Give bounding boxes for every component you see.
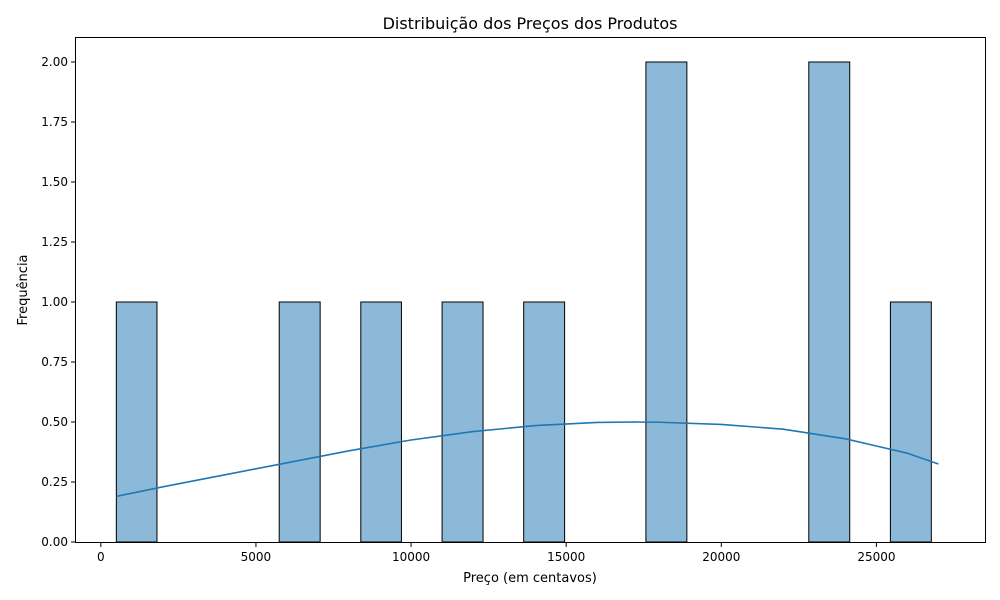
histogram-bar xyxy=(523,301,566,543)
x-tick-label: 10000 xyxy=(392,550,430,564)
y-tick-label: 0.00 xyxy=(41,535,68,549)
y-tick-label: 1.75 xyxy=(41,115,68,129)
chart-title: Distribuição dos Preços dos Produtos xyxy=(383,14,678,33)
y-tick-label: 1.25 xyxy=(41,235,68,249)
y-tick-label: 0.75 xyxy=(41,355,68,369)
histogram-bar xyxy=(645,61,688,543)
histogram-bar xyxy=(360,301,402,543)
histogram-bar xyxy=(115,301,158,543)
x-tick-label: 20000 xyxy=(702,550,740,564)
bars-layer xyxy=(115,61,932,543)
histogram-bar xyxy=(808,61,851,543)
x-axis-ticks: 0 5000 10000 15000 20000 25000 xyxy=(97,542,896,564)
histogram-bar xyxy=(278,301,321,543)
y-tick-label: 0.25 xyxy=(41,475,68,489)
plot-frame xyxy=(75,37,986,543)
y-tick-label: 1.50 xyxy=(41,175,68,189)
y-tick-label: 0.50 xyxy=(41,415,68,429)
kde-line xyxy=(116,421,939,498)
y-axis-ticks: 0.00 0.25 0.50 0.75 1.00 1.25 1.50 1.75 2.00 xyxy=(41,55,76,549)
x-tick-label: 0 xyxy=(97,550,105,564)
y-tick-label: 1.00 xyxy=(41,295,68,309)
kde-layer xyxy=(116,421,939,498)
x-axis-title: Preço (em centavos) xyxy=(463,571,597,586)
histogram-bar xyxy=(889,301,932,543)
histogram-bar xyxy=(441,301,484,543)
x-tick-label: 25000 xyxy=(857,550,895,564)
x-tick-label: 5000 xyxy=(241,550,272,564)
y-tick-label: 2.00 xyxy=(41,55,68,69)
x-tick-label: 15000 xyxy=(547,550,585,564)
y-axis-title: Frequência xyxy=(16,254,31,325)
